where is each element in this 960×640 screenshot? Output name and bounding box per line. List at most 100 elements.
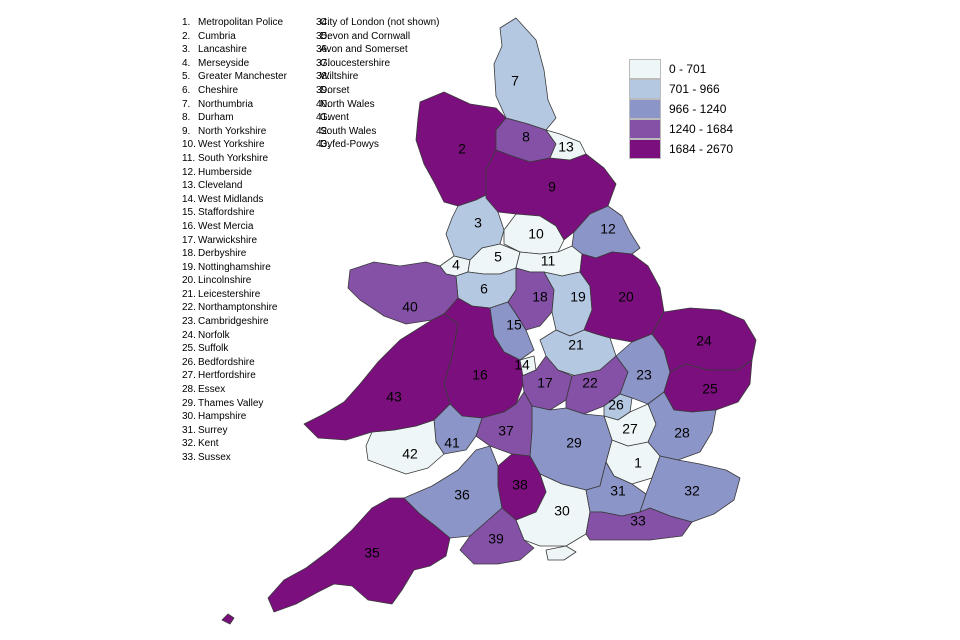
force-number: 2. (182, 30, 191, 42)
key-item: 701 - 966 (629, 79, 733, 99)
force-number: 26. (182, 356, 196, 368)
force-list-item: 3. Lancashire (182, 43, 287, 57)
force-number: 11. (182, 152, 196, 164)
force-number: 9. (182, 125, 191, 137)
key-range-label: 0 - 701 (669, 62, 707, 76)
force-number: 14. (182, 193, 196, 205)
force-list-item: 29. Thames Valley (182, 397, 287, 411)
region-number-label: 32 (684, 483, 700, 499)
force-region-43 (303, 313, 459, 441)
force-list-item: 11. South Yorkshire (182, 152, 287, 166)
force-number: 5. (182, 71, 191, 83)
force-name: Greater Manchester (198, 71, 287, 83)
force-list-item: 39.Dorset (316, 84, 350, 96)
force-name: South Yorkshire (198, 152, 269, 164)
force-list-item: 30. Hampshire (182, 410, 287, 424)
force-list-item: 4. Merseyside (182, 57, 287, 71)
force-list-item: 12. Humberside (182, 166, 287, 180)
force-list-item: 6. Cheshire (182, 84, 287, 98)
region-number-label: 30 (554, 503, 570, 519)
region-number-label: 3 (474, 215, 482, 231)
region-number-label: 8 (522, 129, 530, 145)
force-list-item: 1. Metropolitan Police (182, 16, 287, 30)
force-number: 22. (182, 302, 196, 314)
force-list-item: 9. North Yorkshire (182, 125, 287, 139)
key-swatch (629, 99, 661, 119)
force-name: Durham (198, 112, 234, 124)
force-list-item: 34.City of London (not shown) (316, 17, 440, 28)
force-list-column-1: 1. Metropolitan Police 2. Cumbria 3. Lancashi… (182, 16, 287, 465)
force-name: West Midlands (198, 193, 264, 205)
force-region-40 (347, 261, 459, 325)
force-region-38 (497, 453, 547, 521)
force-name: Wiltshire (320, 71, 359, 83)
force-name: Derbyshire (198, 248, 247, 260)
region-number-label: 7 (511, 73, 519, 89)
force-number: 27. (182, 370, 196, 382)
region-number-label: 42 (402, 446, 418, 462)
force-region-13 (545, 129, 587, 161)
force-name: West Yorkshire (198, 139, 265, 151)
force-name: Hertfordshire (198, 370, 256, 382)
region-number-label: 17 (537, 375, 553, 391)
region-number-label: 29 (566, 435, 582, 451)
force-number: 16. (182, 220, 196, 232)
force-name: Cumbria (198, 30, 236, 42)
force-name: Norfolk (198, 329, 230, 341)
force-list-item: 16. West Mercia (182, 220, 287, 234)
region-number-label: 36 (454, 487, 470, 503)
region-number-label: 35 (364, 545, 380, 561)
region-number-label: 5 (494, 249, 502, 265)
force-number: 32. (182, 438, 196, 450)
region-number-label: 13 (558, 139, 574, 155)
force-region-28 (647, 391, 717, 461)
force-number: 29. (182, 397, 196, 409)
force-number: 1. (182, 17, 191, 28)
force-list-item: 17. Warwickshire (182, 234, 287, 248)
region-number-label: 2 (458, 141, 466, 157)
force-name: Gloucestershire (320, 57, 391, 69)
region-number-label: 11 (541, 253, 556, 269)
force-list-item: 7. Northumbria (182, 98, 287, 112)
region-number-label: 38 (512, 477, 528, 493)
force-region-33 (585, 507, 693, 541)
force-name: Metropolitan Police (198, 17, 284, 28)
force-number: 13. (182, 180, 196, 192)
key-swatch (629, 59, 661, 79)
force-region-12 (571, 205, 641, 259)
force-name: South Wales (320, 125, 377, 137)
region-number-label: 6 (480, 281, 488, 297)
region-number-label: 15 (506, 317, 522, 333)
force-list-item: 19. Nottinghamshire (182, 261, 287, 275)
force-name: West Mercia (198, 220, 254, 232)
region-number-label: 18 (532, 289, 548, 305)
force-name: Dorset (320, 84, 350, 96)
key-item: 1684 - 2670 (629, 139, 733, 159)
force-number: 30. (182, 411, 196, 423)
region-number-label: 24 (696, 333, 712, 349)
force-list-item: 18. Derbyshire (182, 247, 287, 261)
region-number-label: 40 (402, 299, 418, 315)
force-list-item: 22. Northamptonshire (182, 301, 287, 315)
force-region-37 (475, 391, 533, 457)
force-list-item: 33. Sussex (182, 451, 287, 465)
force-name: Warwickshire (198, 234, 258, 246)
force-region-39 (459, 507, 535, 565)
force-number: 12. (182, 166, 196, 178)
region-number-label: 37 (498, 423, 514, 439)
force-list-item: 20. Lincolnshire (182, 274, 287, 288)
key-item: 1240 - 1684 (629, 119, 733, 139)
force-name: North Yorkshire (198, 125, 267, 137)
force-name: Lancashire (198, 44, 247, 56)
force-number: 19. (182, 261, 196, 273)
region-number-label: 4 (452, 257, 460, 273)
force-list-item: 5. Greater Manchester (182, 70, 287, 84)
color-key: 0 - 701 701 - 966 966 - 1240 1240 - 1684 168… (629, 59, 733, 159)
force-region-35 (267, 497, 451, 613)
key-swatch (629, 119, 661, 139)
force-name: Essex (198, 384, 226, 396)
region-number-label: 1 (634, 455, 642, 471)
force-number: 20. (182, 275, 196, 287)
